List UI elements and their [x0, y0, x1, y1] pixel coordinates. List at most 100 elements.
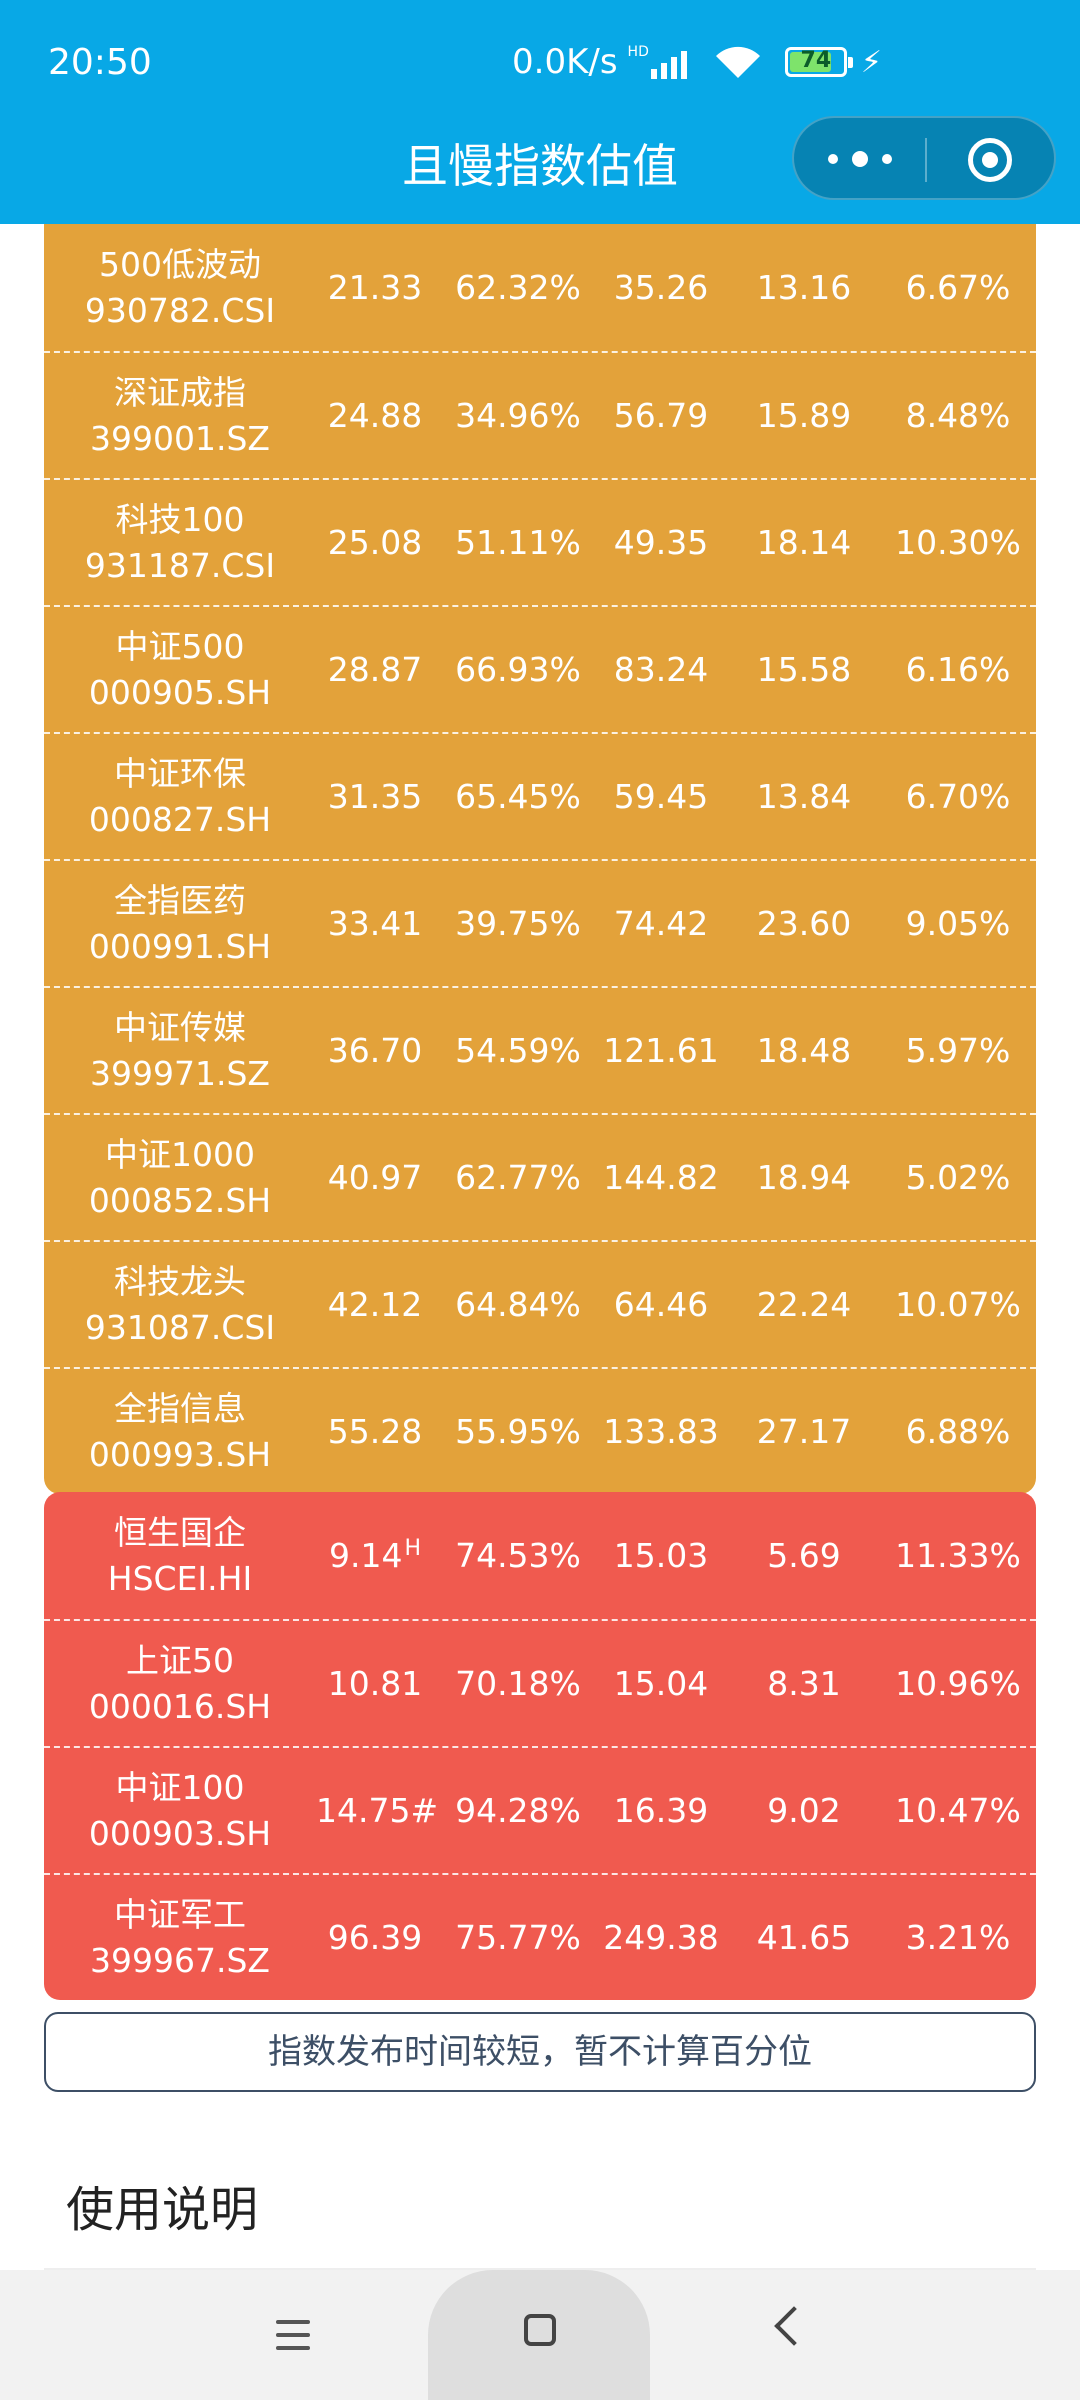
value-5: 5.97% — [905, 1031, 1011, 1070]
index-code: 000016.SH — [88, 1686, 272, 1726]
index-name: 全指信息 — [114, 1388, 246, 1428]
value-1: 31.35 — [327, 777, 423, 816]
table-row[interactable]: 科技龙头 931087.CSI 42.12 64.84% 64.46 22.24 … — [44, 1240, 1036, 1367]
value-1: 25.08 — [327, 523, 423, 562]
value-4: 27.17 — [756, 1412, 852, 1451]
value-3: 56.79 — [613, 396, 709, 435]
value-1: 96.39 — [327, 1918, 423, 1957]
value-3: 15.04 — [613, 1664, 709, 1703]
value-4: 8.31 — [767, 1664, 841, 1703]
value-1: 28.87 — [327, 650, 423, 689]
index-code: 930782.CSI — [84, 290, 276, 330]
home-pill — [428, 2270, 650, 2400]
value-5: 6.67% — [905, 268, 1011, 307]
status-time: 20:50 — [48, 42, 152, 83]
index-code: 000827.SH — [88, 799, 272, 839]
home-icon[interactable] — [524, 2314, 556, 2346]
index-name: 中证500 — [115, 626, 245, 666]
index-name: 中证1000 — [105, 1134, 255, 1174]
value-1: 14.75# — [316, 1791, 439, 1830]
table-row[interactable]: 中证军工 399967.SZ 96.39 75.77% 249.38 41.65 … — [44, 1873, 1036, 2000]
value-3: 144.82 — [603, 1158, 719, 1197]
value-5: 10.30% — [895, 523, 1021, 562]
value-2: 34.96% — [455, 396, 581, 435]
value-3: 49.35 — [613, 523, 709, 562]
value-4: 18.14 — [756, 523, 852, 562]
value-5: 10.47% — [895, 1791, 1021, 1830]
wifi-icon — [713, 44, 763, 80]
percentile-note[interactable]: 指数发布时间较短，暂不计算百分位 — [44, 2012, 1036, 2092]
table-row[interactable]: 中证100 000903.SH 14.75# 94.28% 16.39 9.02 … — [44, 1746, 1036, 1873]
status-indicators: 0.0K/s HD 74 ⚡ — [512, 42, 882, 82]
value-4: 22.24 — [756, 1285, 852, 1324]
value-1: 24.88 — [327, 396, 423, 435]
charging-bolt-icon: ⚡ — [860, 44, 882, 80]
value-3: 133.83 — [603, 1412, 719, 1451]
value-3: 16.39 — [613, 1791, 709, 1830]
back-icon[interactable] — [774, 2306, 814, 2346]
value-1-suffix: H — [404, 1536, 422, 1561]
value-1: 33.41 — [327, 904, 423, 943]
value-4: 18.48 — [756, 1031, 852, 1070]
value-4: 41.65 — [756, 1918, 852, 1957]
battery-icon: 74 — [784, 47, 853, 77]
more-dots-icon[interactable] — [828, 142, 892, 176]
value-2: 55.95% — [455, 1412, 581, 1451]
target-close-icon[interactable] — [968, 138, 1012, 182]
index-name: 科技龙头 — [114, 1261, 246, 1301]
index-table-red: 恒生国企 HSCEI.HI 9.14H 74.53% 15.03 5.69 11.… — [44, 1492, 1036, 2000]
value-5: 9.05% — [905, 904, 1011, 943]
index-name: 深证成指 — [114, 372, 246, 412]
value-4: 9.02 — [767, 1791, 841, 1830]
value-2: 54.59% — [455, 1031, 581, 1070]
value-2: 62.77% — [455, 1158, 581, 1197]
table-row[interactable]: 全指信息 000993.SH 55.28 55.95% 133.83 27.17 … — [44, 1367, 1036, 1494]
value-3: 64.46 — [613, 1285, 709, 1324]
value-3: 74.42 — [613, 904, 709, 943]
value-5: 10.07% — [895, 1285, 1021, 1324]
hd-badge: HD — [627, 44, 649, 60]
divider — [44, 2268, 1036, 2270]
table-row[interactable]: 中证500 000905.SH 28.87 66.93% 83.24 15.58 … — [44, 605, 1036, 732]
network-speed: 0.0K/s — [512, 42, 618, 82]
index-code: 000903.SH — [88, 1813, 272, 1853]
value-1: 40.97 — [327, 1158, 423, 1197]
index-name: 科技100 — [115, 499, 245, 539]
index-code: 399001.SZ — [89, 418, 271, 458]
value-2: 75.77% — [455, 1918, 581, 1957]
value-5: 10.96% — [895, 1664, 1021, 1703]
value-1: 42.12 — [327, 1285, 423, 1324]
mini-program-capsule — [792, 116, 1056, 200]
index-name: 恒生国企 — [114, 1512, 246, 1552]
table-row[interactable]: 中证传媒 399971.SZ 36.70 54.59% 121.61 18.48 … — [44, 986, 1036, 1113]
index-name: 500低波动 — [99, 244, 261, 284]
index-code: 399967.SZ — [89, 1940, 271, 1980]
value-3: 15.03 — [613, 1536, 709, 1575]
index-name: 全指医药 — [114, 880, 246, 920]
index-name: 中证100 — [115, 1767, 245, 1807]
system-nav-bar — [0, 2270, 1080, 2400]
table-row[interactable]: 科技100 931187.CSI 25.08 51.11% 49.35 18.14… — [44, 478, 1036, 605]
value-4: 18.94 — [756, 1158, 852, 1197]
index-name: 中证环保 — [114, 753, 246, 793]
value-1-number: 9.14 — [328, 1536, 403, 1575]
value-3: 121.61 — [603, 1031, 719, 1070]
value-1: 36.70 — [327, 1031, 423, 1070]
index-code: 000905.SH — [88, 672, 272, 712]
table-row[interactable]: 中证环保 000827.SH 31.35 65.45% 59.45 13.84 6… — [44, 732, 1036, 859]
value-1: 9.14H — [316, 1536, 434, 1575]
value-5: 6.70% — [905, 777, 1011, 816]
table-row[interactable]: 中证1000 000852.SH 40.97 62.77% 144.82 18.9… — [44, 1113, 1036, 1240]
table-row[interactable]: 恒生国企 HSCEI.HI 9.14H 74.53% 15.03 5.69 11.… — [44, 1492, 1036, 1619]
table-row[interactable]: 上证50 000016.SH 10.81 70.18% 15.04 8.31 10… — [44, 1619, 1036, 1746]
menu-icon[interactable] — [276, 2320, 310, 2350]
index-code: 931187.CSI — [84, 545, 276, 585]
value-2: 64.84% — [455, 1285, 581, 1324]
index-table-orange: 500低波动 930782.CSI 21.33 62.32% 35.26 13.1… — [44, 224, 1036, 1494]
value-1: 10.81 — [327, 1664, 423, 1703]
index-code: 399971.SZ — [89, 1053, 271, 1093]
section-title: 使用说明 — [66, 2182, 259, 2238]
table-row[interactable]: 深证成指 399001.SZ 24.88 34.96% 56.79 15.89 8… — [44, 351, 1036, 478]
table-row[interactable]: 500低波动 930782.CSI 21.33 62.32% 35.26 13.1… — [44, 224, 1036, 351]
table-row[interactable]: 全指医药 000991.SH 33.41 39.75% 74.42 23.60 9… — [44, 859, 1036, 986]
